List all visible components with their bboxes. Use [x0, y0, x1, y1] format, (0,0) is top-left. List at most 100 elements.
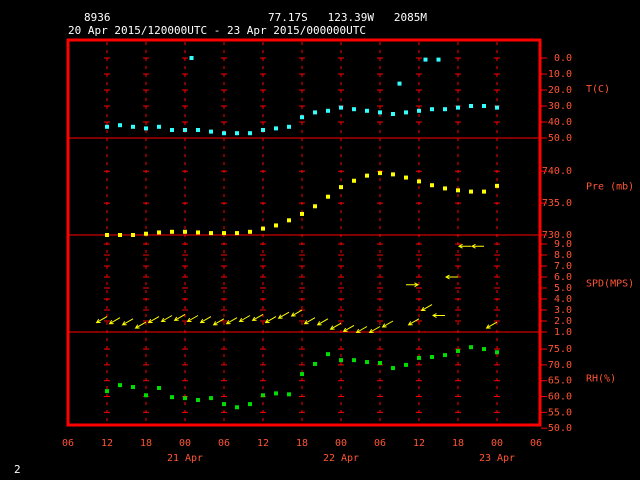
wind-arrow [238, 315, 251, 323]
data-point [313, 110, 317, 115]
data-point [352, 178, 356, 183]
x-tick-label: 06 [62, 438, 74, 449]
date-label: 21 Apr [167, 453, 203, 464]
data-point [157, 385, 161, 390]
wind-arrow [134, 321, 147, 329]
data-point [105, 233, 109, 237]
data-point [189, 56, 194, 60]
y-tick-label: 7.0 [554, 261, 572, 272]
data-point [443, 107, 447, 112]
data-point [131, 124, 135, 129]
data-point [365, 173, 369, 178]
y-tick-label: 55.0 [548, 407, 572, 418]
data-point [482, 104, 486, 108]
x-tick-label: 12 [257, 438, 269, 449]
wind-arrow [444, 274, 458, 280]
y-tick-label: 0.0 [554, 53, 572, 64]
data-point [105, 124, 109, 129]
wind-arrow [355, 326, 368, 334]
y-axis-label: RH(%) [586, 374, 616, 385]
data-point [209, 129, 213, 134]
data-point [443, 186, 447, 191]
data-point [313, 361, 317, 366]
y-tick-label: 3.0 [554, 305, 572, 316]
wind-arrow [108, 317, 121, 325]
x-tick-label: 00 [491, 438, 503, 449]
data-point [339, 105, 343, 110]
wind-arrow [407, 318, 420, 326]
wind-arrow [316, 318, 329, 326]
period: 20 Apr 2015/120000UTC - 23 Apr 2015/0000… [68, 24, 366, 37]
data-point [430, 107, 434, 112]
wind-arrow [277, 311, 290, 319]
x-tick-label: 06 [530, 438, 542, 449]
data-point [352, 107, 356, 112]
y-tick-label: 2.0 [554, 316, 572, 327]
date-label: 23 Apr [479, 453, 515, 464]
data-point [235, 231, 239, 236]
data-point [235, 131, 239, 136]
data-point [326, 352, 330, 357]
data-point [183, 229, 187, 234]
data-point [261, 128, 265, 132]
y-tick-label: 5.0 [554, 283, 572, 294]
y-tick-label: 70.0 [548, 360, 572, 371]
data-point [287, 124, 291, 129]
data-point [365, 108, 369, 113]
data-point [144, 393, 148, 398]
data-point [131, 385, 135, 390]
data-point [417, 108, 421, 113]
data-point [326, 108, 330, 113]
data-point [131, 233, 135, 237]
y-tick-label: -20.0 [542, 85, 572, 96]
data-point [157, 124, 161, 129]
data-point [274, 391, 278, 396]
data-point [495, 350, 499, 355]
data-point [482, 189, 486, 194]
x-tick-label: 06 [218, 438, 230, 449]
x-tick-label: 00 [179, 438, 191, 449]
data-point [365, 360, 369, 365]
data-point [423, 57, 428, 62]
plot-frame [66, 38, 542, 427]
wind-arrow [160, 315, 173, 323]
wind-arrow [485, 321, 498, 329]
data-point [118, 383, 122, 388]
y-tick-label: 4.0 [554, 294, 572, 305]
data-point [378, 171, 382, 176]
wind-arrow [121, 318, 134, 326]
data-point [352, 358, 356, 363]
data-point [436, 57, 441, 62]
wind-arrow [186, 315, 199, 323]
wind-arrow [199, 316, 212, 324]
data-point [196, 398, 200, 403]
wind-arrow [342, 324, 355, 332]
data-point [287, 218, 291, 223]
data-point [456, 105, 460, 110]
data-point [261, 226, 265, 231]
data-point [287, 392, 291, 397]
data-point [209, 231, 213, 236]
x-tick-label: 12 [101, 438, 113, 449]
data-point [170, 229, 174, 234]
y-tick-label: 8.0 [554, 250, 572, 261]
y-tick-label: -40.0 [542, 117, 572, 128]
wind-arrow [470, 243, 484, 249]
x-tick-label: 18 [140, 438, 152, 449]
y-tick-label: -10.0 [542, 69, 572, 80]
data-point [495, 105, 499, 110]
x-tick-label: 18 [452, 438, 464, 449]
y-tick-label: 735.0 [542, 198, 572, 209]
data-point [391, 366, 395, 371]
data-point [300, 211, 304, 216]
x-tick-label: 18 [296, 438, 308, 449]
wind-arrow [381, 320, 394, 328]
y-axis-label: T(C) [586, 84, 610, 95]
data-point [469, 104, 473, 108]
data-point [183, 396, 187, 401]
y-tick-label: 9.0 [554, 239, 572, 250]
data-point [391, 112, 395, 116]
x-tick-label: 12 [413, 438, 425, 449]
